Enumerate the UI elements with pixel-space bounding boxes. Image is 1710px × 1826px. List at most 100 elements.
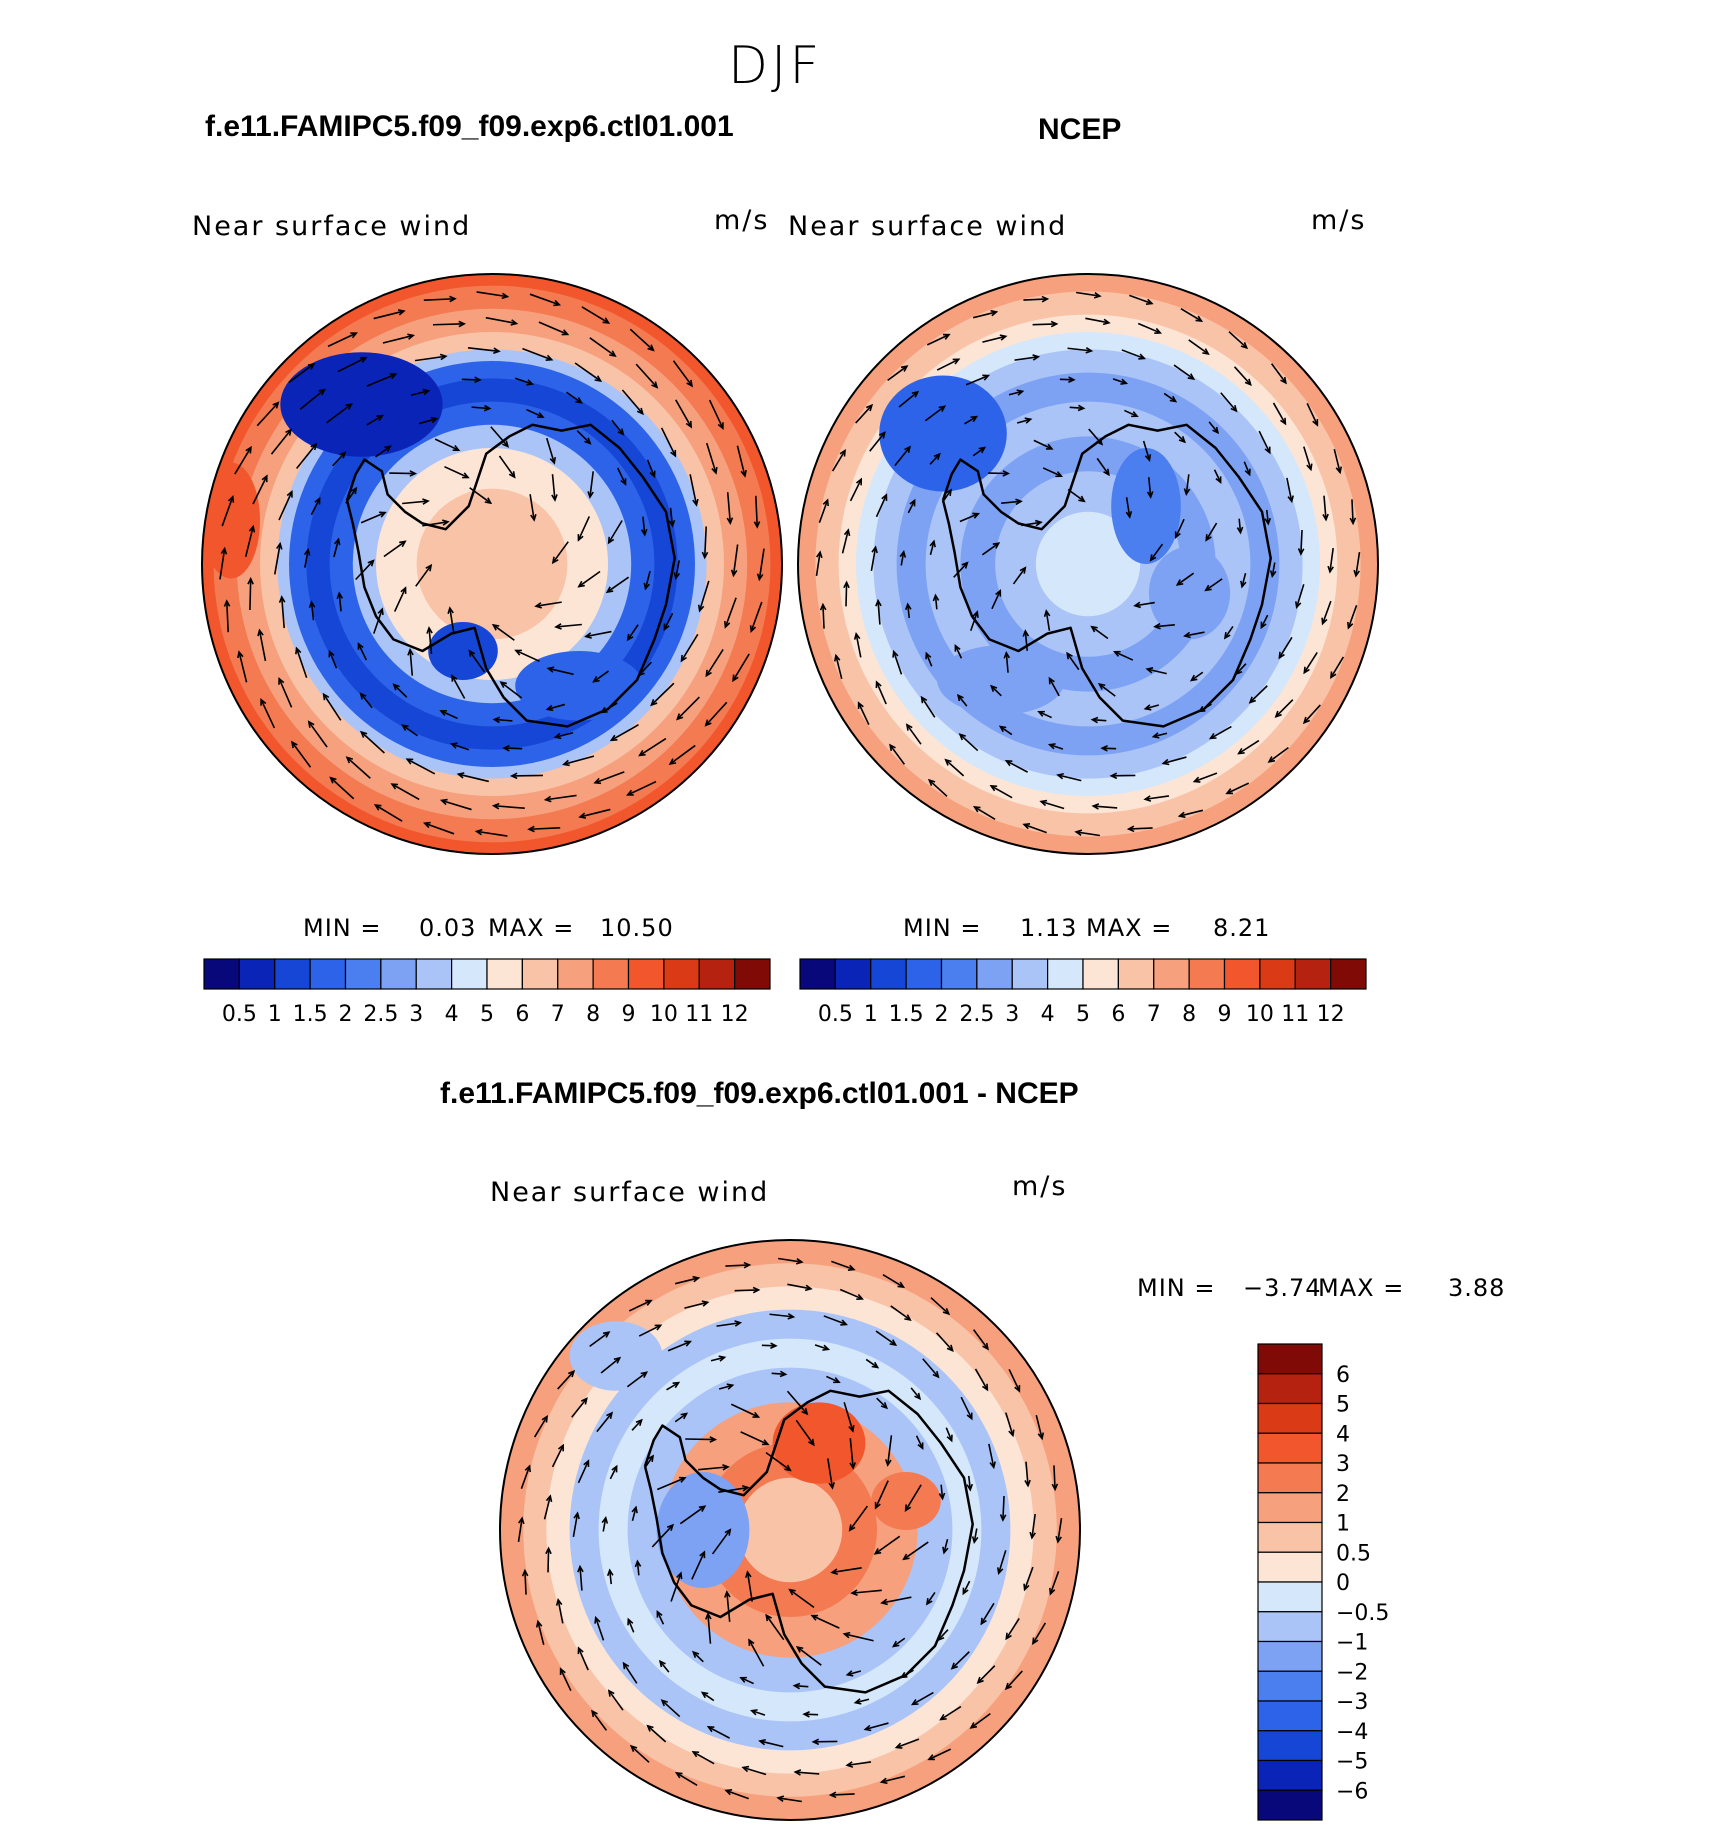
panel-1-vector-125 (627, 624, 639, 641)
panel-2-vector-head-33 (1303, 666, 1310, 675)
panel-3-vector-head-95 (601, 1515, 609, 1524)
panel-1-colorbar-tick-1: 1 (268, 1002, 282, 1027)
panel-3-vector-111 (740, 1677, 754, 1685)
panel-1-vector-head-26 (602, 317, 611, 324)
panel-2-vector-head-98 (970, 415, 979, 423)
panel-3-vector-head-32 (1023, 1583, 1030, 1592)
panel-2-vector-head-10 (972, 806, 981, 813)
panel-3-blob-3 (569, 1321, 663, 1391)
panel-3-vector-96 (609, 1465, 618, 1480)
panel-2-vector-head-101 (1120, 378, 1129, 385)
panel-2-vector-head-93 (925, 651, 932, 660)
panel-1-vector-109 (547, 703, 566, 711)
panel-1-vector-head-105 (668, 519, 676, 528)
panel-1-vector-51 (382, 334, 414, 344)
panel-2-vector-99 (1008, 390, 1023, 396)
panel-1-vector-42 (308, 721, 328, 748)
panel-3-vector-head-54 (856, 1293, 864, 1301)
panel-2-vector-33 (1303, 652, 1318, 674)
panel-1-vector-head-42 (307, 720, 315, 728)
panel-3-vector-142 (765, 1614, 785, 1641)
panel-1-vector-head-152 (554, 623, 562, 630)
panel-3-vector-head-48 (580, 1397, 588, 1405)
panel-3-vector-head-85 (997, 1567, 1004, 1576)
panel-1-vector-129 (409, 649, 414, 676)
panel-3-vector-47 (551, 1444, 564, 1468)
panel-2-vector-2 (1330, 656, 1345, 678)
panel-3-vector-8 (778, 1797, 802, 1803)
panel-2-colorbar-tick-10: 8 (1182, 1002, 1196, 1027)
panel-3-vector-head-99 (718, 1355, 727, 1362)
panel-1-colorbar-swatch-14 (698, 958, 736, 990)
panel-2-vector-head-40 (989, 784, 998, 792)
panel-2-vector-79 (1121, 349, 1145, 360)
panel-2-vector-29 (1306, 402, 1319, 426)
panel-3-vector-160 (831, 1567, 862, 1574)
panel-1-vector-head-16 (220, 546, 228, 555)
panel-2-blob-1 (1111, 448, 1181, 564)
panel-1-vector-head-43 (278, 677, 285, 685)
panel-3-vector-4 (970, 1712, 991, 1729)
panel-3-vector-30 (1035, 1414, 1043, 1439)
panel-1-vector-head-25 (553, 299, 562, 307)
panel-2-vector-118 (1016, 418, 1031, 424)
panel-1-vector-74 (295, 443, 317, 469)
panel-2-vector-36 (1194, 772, 1218, 783)
panel-3-vector-78 (769, 1313, 794, 1318)
panel-1-vector-head-150 (577, 534, 584, 542)
panel-2-vector-54 (1137, 322, 1161, 334)
panel-2-vector-head-153 (1090, 625, 1098, 633)
panel-2-vector-head-39 (1039, 799, 1048, 807)
panel-3-vector-head-107 (962, 1587, 969, 1596)
panel-2-max-label: MAX = (1086, 914, 1173, 942)
panel-2-outline (797, 273, 1379, 855)
panel-2-vector-151 (1176, 572, 1195, 586)
panel-3-vector-157 (765, 1451, 791, 1471)
panel-3-vector-head-91 (700, 1691, 709, 1699)
panel-2-colorbar-tick-0: 0.5 (818, 1002, 853, 1027)
panel-1-vector-7 (528, 826, 561, 831)
panel-3-vector-head-11 (629, 1744, 638, 1753)
panel-3-vector-head-114 (634, 1559, 642, 1568)
panel-3-vector-head-19 (567, 1369, 576, 1378)
panel-2-colorbar: 0.5 1 1.5 2 2.5 3 4 5 6 7 8 9 10 11 12 (799, 958, 1367, 1027)
panel-1-field (202, 274, 782, 854)
panel-2-vector-123 (1238, 518, 1242, 533)
panel-3-colorbar-tick-4: 2 (1336, 1482, 1350, 1507)
panel-2-vector-67 (1006, 760, 1028, 773)
panel-2-vector-58 (1303, 446, 1312, 470)
panel-2-vector-head-89 (1100, 744, 1108, 752)
panel-1-vector-head-2 (732, 674, 739, 683)
panel-3-vector-head-159 (848, 1524, 856, 1532)
panel-2-vector-21 (926, 333, 950, 346)
panel-1-vector-head-98 (376, 414, 384, 422)
panel-3-vector-head-52 (752, 1286, 761, 1294)
panel-3-vector-107 (962, 1580, 971, 1595)
panel-1-vector-81 (621, 389, 644, 415)
panel-1-vector-33 (705, 648, 724, 677)
panel-1-vector-149 (551, 474, 556, 501)
panel-3-vector-head-16 (518, 1516, 525, 1525)
panel-2-vector-115 (929, 541, 935, 556)
panel-2-vector-head-31 (1349, 517, 1357, 526)
panel-3-vector-head-113 (656, 1609, 663, 1618)
panel-1-vector-145 (383, 540, 406, 558)
panel-3-vector-144 (691, 1551, 706, 1580)
panel-1-vector-120 (526, 408, 544, 418)
panel-3-vector-head-158 (828, 1481, 835, 1490)
panel-1-vector-head-129 (407, 647, 414, 656)
panel-1-vector-6 (579, 808, 611, 818)
panel-2-vector-head-1 (1347, 621, 1354, 630)
panel-2-vector-111 (1038, 711, 1052, 719)
panel-2-vector-149 (1147, 477, 1152, 498)
panel-2-vector-73 (875, 494, 888, 518)
panel-2-vector-head-133 (1002, 470, 1011, 477)
panel-1-vector-32 (724, 597, 737, 628)
panel-1-vector-131 (355, 559, 375, 581)
panel-3-vector-head-65 (811, 1738, 820, 1746)
panel-3-title: f.e11.FAMIPC5.f09_f09.exp6.ctl01.001 - N… (440, 1077, 1079, 1110)
panel-2-vector-head-100 (1068, 376, 1076, 384)
panel-1-vector-130 (372, 608, 384, 634)
panel-2-vector-head-24 (1093, 292, 1102, 299)
panel-3-vector-110 (794, 1684, 809, 1688)
